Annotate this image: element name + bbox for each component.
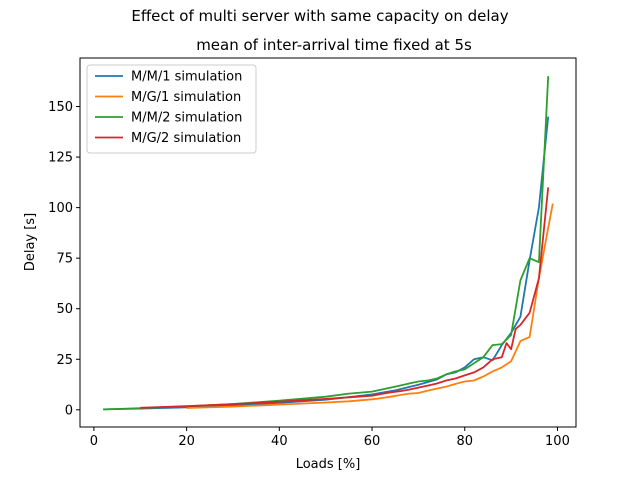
legend: M/M/1 simulation M/G/1 simulation M/M/2 si…: [86, 64, 257, 154]
chart-title: mean of inter-arrival time fixed at 5s: [196, 36, 472, 54]
x-tick-label: 40: [271, 434, 288, 449]
y-tick-label: 100: [48, 201, 73, 216]
x-axis-label: Loads [%]: [296, 457, 361, 472]
series-line-2: [186, 203, 554, 409]
series-line-3: [103, 76, 550, 411]
x-tick-label: 100: [545, 434, 570, 449]
legend-box: [86, 64, 257, 154]
y-axis-ticks: 0 25 50 75 100 125 150: [48, 100, 80, 418]
y-tick-label: 75: [56, 252, 73, 267]
y-tick-label: 25: [56, 353, 73, 368]
legend-label-3: M/M/2 simulation: [131, 111, 242, 126]
x-tick-label: 60: [364, 434, 381, 449]
y-tick-label: 125: [48, 151, 73, 166]
y-tick-label: 50: [56, 302, 73, 317]
x-axis-ticks: 0 20 40 60 80 100: [90, 427, 570, 449]
x-tick-label: 20: [178, 434, 195, 449]
series-line-4: [140, 187, 550, 409]
x-tick-label: 0: [90, 434, 98, 449]
y-axis-label: Delay [s]: [23, 213, 38, 271]
y-tick-label: 0: [65, 403, 73, 418]
legend-label-2: M/G/1 simulation: [131, 90, 241, 105]
figure-suptitle: Effect of multi server with same capacit…: [131, 7, 508, 25]
y-tick-label: 150: [48, 100, 73, 115]
legend-label-4: M/G/2 simulation: [131, 131, 241, 146]
series-line-1: [103, 116, 550, 411]
legend-label-1: M/M/1 simulation: [131, 70, 242, 85]
x-tick-label: 80: [456, 434, 473, 449]
plot-series: [103, 76, 554, 411]
plot-frame: [79, 57, 577, 428]
